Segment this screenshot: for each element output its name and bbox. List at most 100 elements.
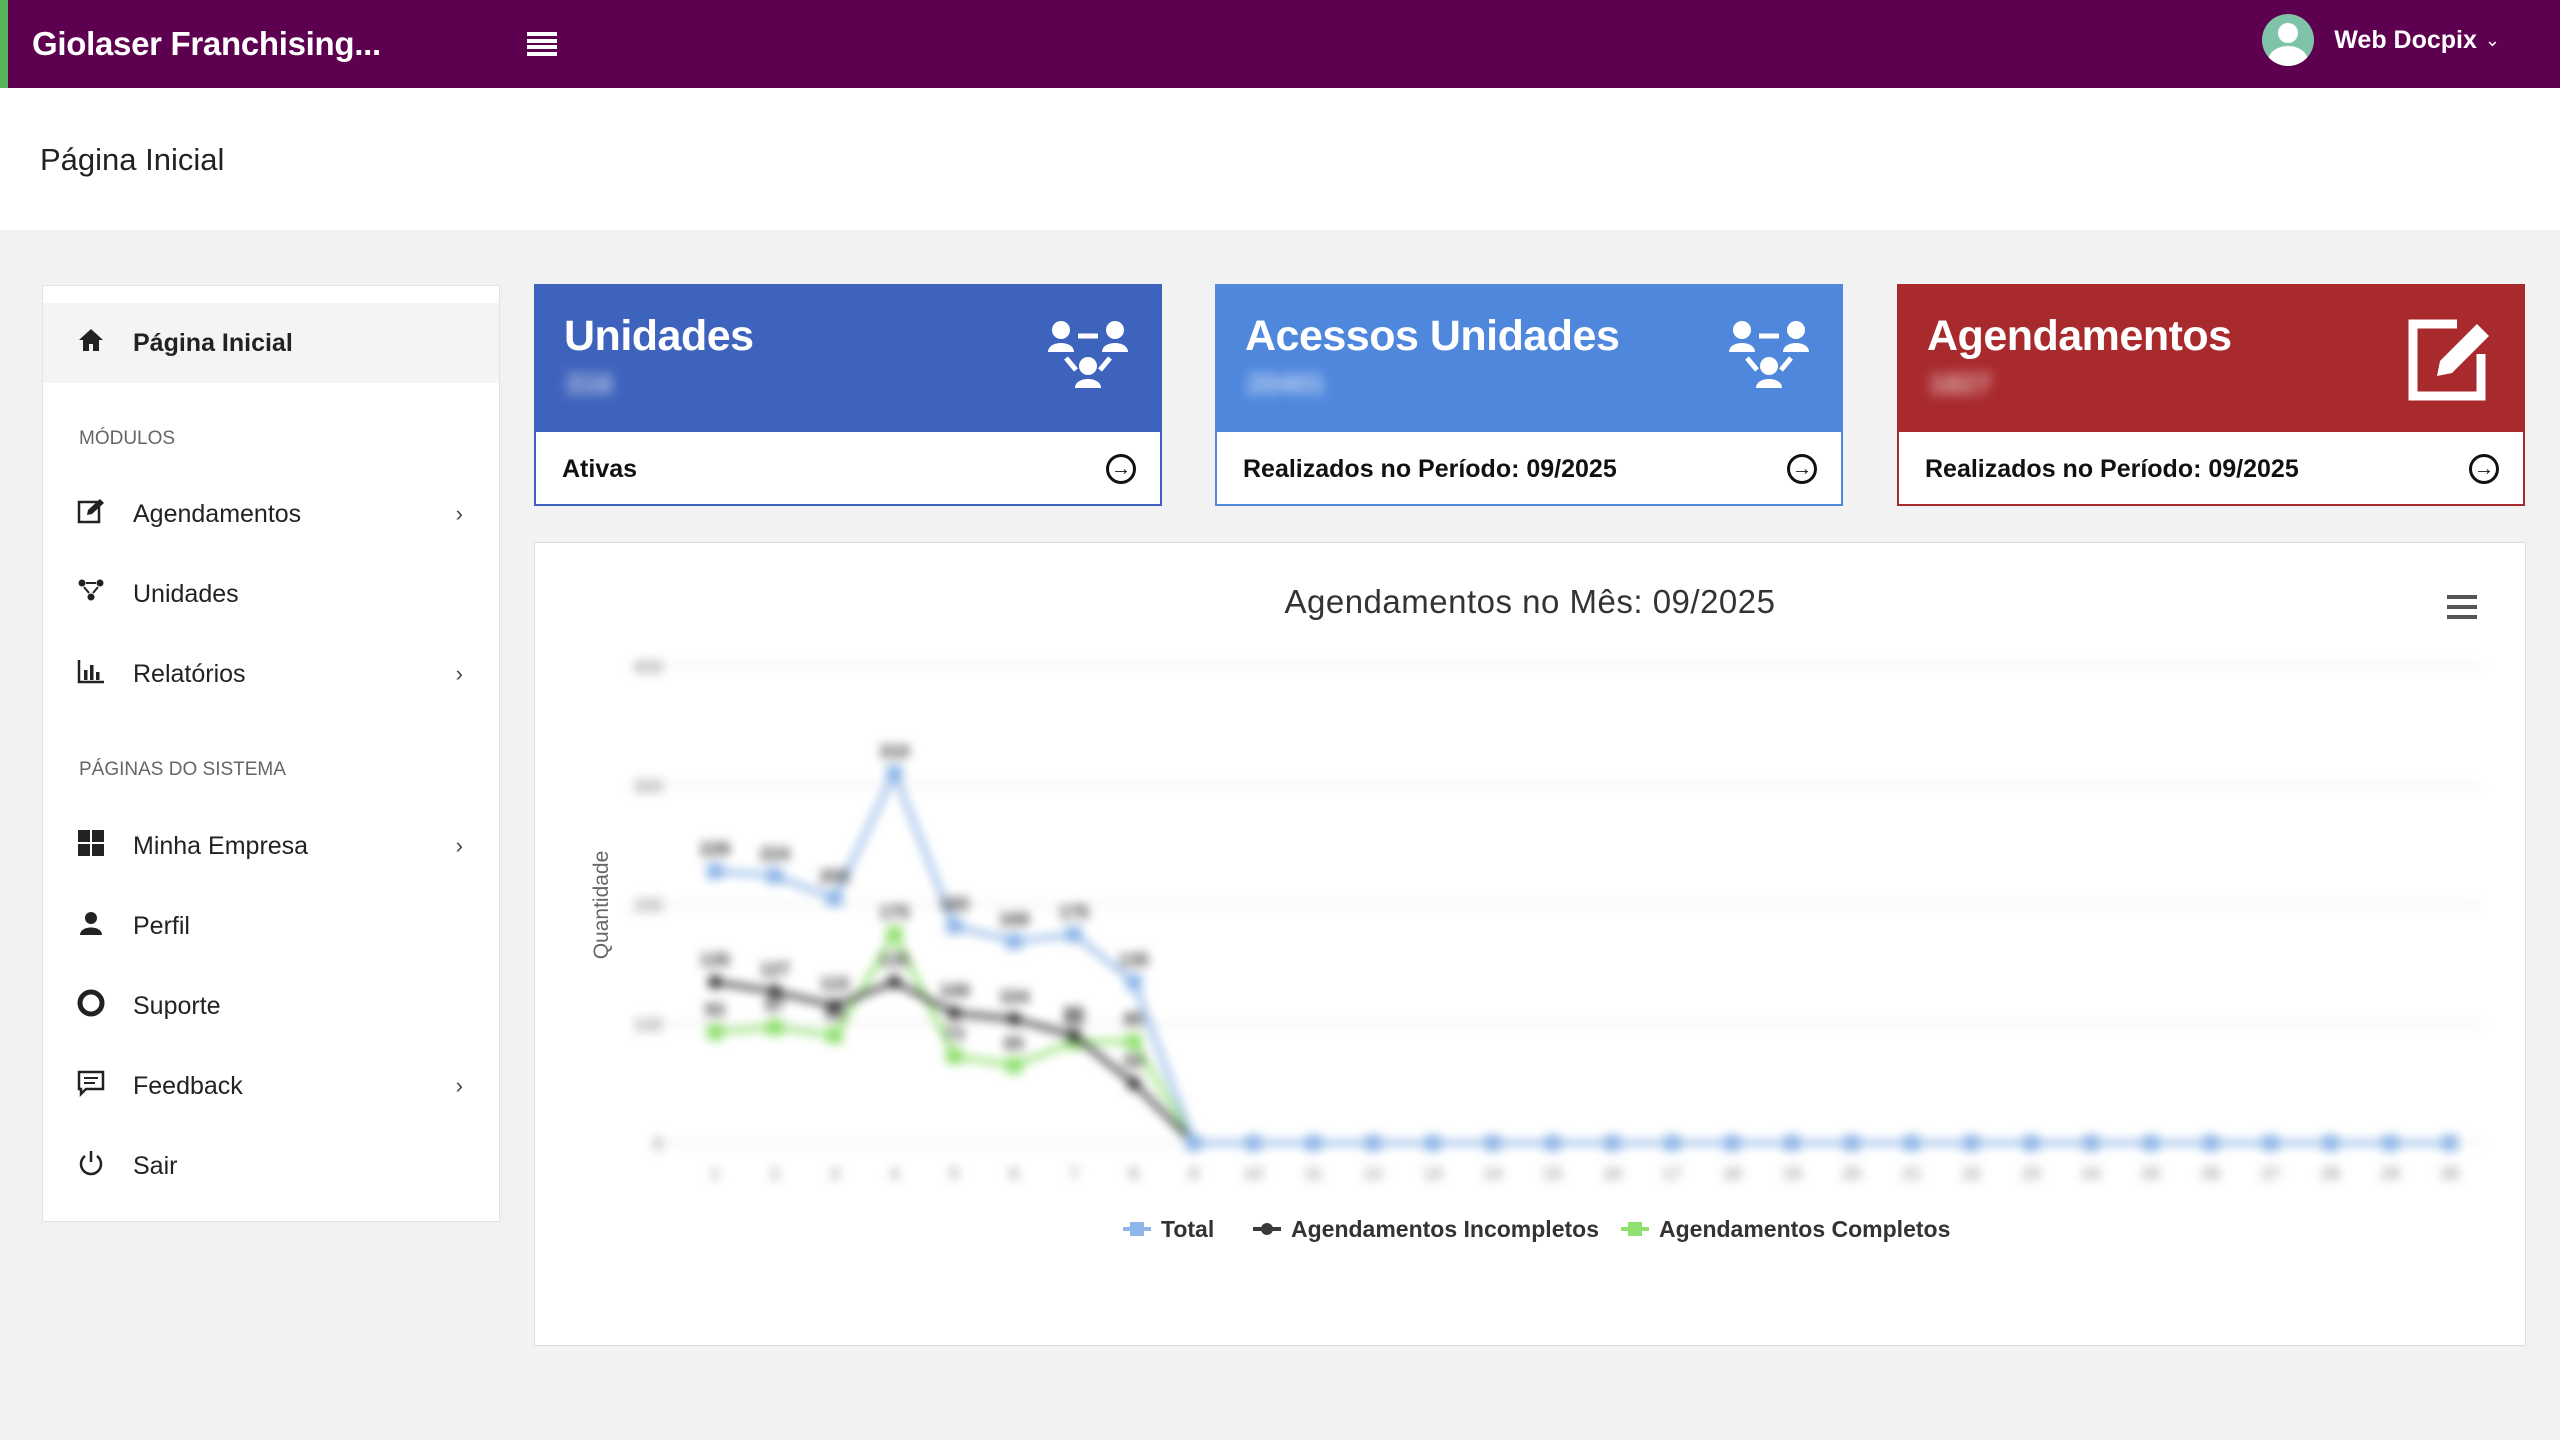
- x-tick-label: 2: [770, 1164, 779, 1183]
- sidebar-item-label: Suporte: [133, 991, 221, 1020]
- card-header: Agendamentos 1827: [1899, 286, 2523, 432]
- data-point: [1664, 1135, 1681, 1151]
- sidebar-item-agendamentos[interactable]: Agendamentos ›: [43, 474, 499, 554]
- series-line: [714, 929, 2451, 1146]
- app-title[interactable]: Giolaser Franchising...: [32, 25, 381, 62]
- card-value: 1827: [1929, 368, 1992, 399]
- data-point: [1066, 1028, 1081, 1043]
- data-label: 85: [1064, 1010, 1084, 1030]
- card-footer-label: Realizados no Período: 09/2025: [1243, 454, 1617, 483]
- x-tick-label: 20: [1842, 1164, 1861, 1183]
- data-label: 175: [879, 902, 909, 922]
- chevron-right-icon: ›: [455, 1073, 463, 1098]
- network-icon: [1046, 316, 1130, 397]
- data-point: [946, 917, 963, 934]
- data-point: [2202, 1135, 2219, 1151]
- data-point: [1484, 1135, 1501, 1151]
- chevron-right-icon: ›: [455, 661, 463, 686]
- arrow-right-circle-icon[interactable]: →: [1787, 454, 1817, 484]
- sidebar-item-suporte[interactable]: Suporte: [43, 966, 499, 1046]
- edit-icon: [77, 497, 133, 532]
- sidebar-item-label: Relatórios: [133, 659, 246, 688]
- data-label: 310: [879, 741, 909, 761]
- user-menu[interactable]: Web Docpix ⌄: [2262, 14, 2500, 66]
- chart-menu-icon[interactable]: [2447, 595, 2477, 619]
- home-icon: [77, 327, 133, 360]
- data-point: [1245, 1135, 1262, 1151]
- card-value: 20401: [1247, 368, 1325, 399]
- power-icon: [77, 1149, 133, 1184]
- data-point: [946, 1047, 963, 1064]
- y-tick-label: 0: [653, 1134, 663, 1154]
- card-title: Acessos Unidades: [1245, 312, 1620, 360]
- x-tick-label: 22: [1962, 1164, 1981, 1183]
- data-point: [2262, 1135, 2279, 1151]
- data-label: 135: [700, 950, 730, 970]
- data-point: [2142, 1135, 2159, 1151]
- y-tick-label: 300: [633, 776, 663, 796]
- data-point: [887, 975, 902, 990]
- data-point: [1125, 974, 1142, 991]
- data-point: [1125, 1033, 1142, 1050]
- legend-label[interactable]: Agendamentos Completos: [1659, 1216, 1950, 1242]
- data-point: [1365, 1135, 1382, 1151]
- sidebar-item-relatorios[interactable]: Relatórios ›: [43, 634, 499, 714]
- card-agendamentos: Agendamentos 1827 Realizados no Período:…: [1897, 284, 2525, 506]
- card-unidades: Unidades 316 Ativas →: [534, 284, 1162, 506]
- sidebar-item-label: Feedback: [133, 1071, 243, 1100]
- sidebar-item-minha-empresa[interactable]: Minha Empresa ›: [43, 806, 499, 886]
- legend-label[interactable]: Total: [1161, 1216, 1214, 1242]
- data-point: [1843, 1135, 1860, 1151]
- sidebar-item-label: Unidades: [133, 579, 239, 608]
- sidebar-item-label: Página Inicial: [133, 328, 293, 357]
- x-tick-label: 23: [2022, 1164, 2041, 1183]
- data-point: [1007, 1011, 1022, 1026]
- chevron-down-icon[interactable]: ⌄: [2484, 29, 2500, 50]
- data-point: [1783, 1135, 1800, 1151]
- data-label: 93: [705, 1000, 725, 1020]
- x-tick-label: 17: [1663, 1164, 1682, 1183]
- data-point: [766, 1019, 783, 1036]
- data-point: [707, 975, 722, 990]
- sidebar-item-feedback[interactable]: Feedback ›: [43, 1046, 499, 1126]
- data-point: [1065, 926, 1082, 943]
- arrow-right-circle-icon[interactable]: →: [2469, 454, 2499, 484]
- data-label: 224: [760, 844, 790, 864]
- x-tick-label: 28: [2321, 1164, 2340, 1183]
- y-axis-label: Quantidade: [590, 851, 613, 960]
- data-point: [766, 867, 783, 884]
- menu-toggle-icon[interactable]: [527, 32, 557, 56]
- data-label: 50: [1124, 1051, 1144, 1071]
- data-point: [947, 1006, 962, 1021]
- sidebar-item-unidades[interactable]: Unidades: [43, 554, 499, 634]
- card-footer-link[interactable]: Realizados no Período: 09/2025 →: [1217, 432, 1841, 506]
- x-tick-label: 9: [1189, 1164, 1198, 1183]
- arrow-right-circle-icon[interactable]: →: [1106, 454, 1136, 484]
- chevron-right-icon: ›: [455, 833, 463, 858]
- card-footer-link[interactable]: Ativas →: [536, 432, 1160, 506]
- data-label: 85: [1124, 1010, 1144, 1030]
- page-title: Página Inicial: [40, 142, 225, 177]
- data-label: 73: [944, 1024, 964, 1044]
- data-label: 175: [1059, 902, 1089, 922]
- card-footer-link[interactable]: Realizados no Período: 09/2025 →: [1899, 432, 2523, 506]
- data-label: 135: [879, 950, 909, 970]
- legend-label[interactable]: Agendamentos Incompletos: [1291, 1216, 1599, 1242]
- card-footer-label: Ativas: [562, 454, 638, 483]
- data-label: 127: [760, 960, 790, 980]
- chart-panel: Agendamentos no Mês: 09/2025 0 100 200 300 4…: [534, 542, 2526, 1346]
- data-point: [1963, 1135, 1980, 1151]
- sidebar-item-perfil[interactable]: Perfil: [43, 886, 499, 966]
- data-point: [827, 998, 842, 1013]
- data-point: [1006, 933, 1023, 950]
- sidebar-item-sair[interactable]: Sair: [43, 1126, 499, 1206]
- x-tick-label: 24: [2082, 1164, 2101, 1183]
- sidebar-item-pagina-inicial[interactable]: Página Inicial: [43, 303, 499, 383]
- sidebar: Página Inicial MÓDULOS Agendamentos › Un…: [42, 285, 500, 1222]
- data-point: [886, 765, 903, 782]
- user-name[interactable]: Web Docpix: [2334, 25, 2477, 54]
- avatar[interactable]: [2262, 14, 2315, 66]
- lifebuoy-icon: [77, 989, 133, 1024]
